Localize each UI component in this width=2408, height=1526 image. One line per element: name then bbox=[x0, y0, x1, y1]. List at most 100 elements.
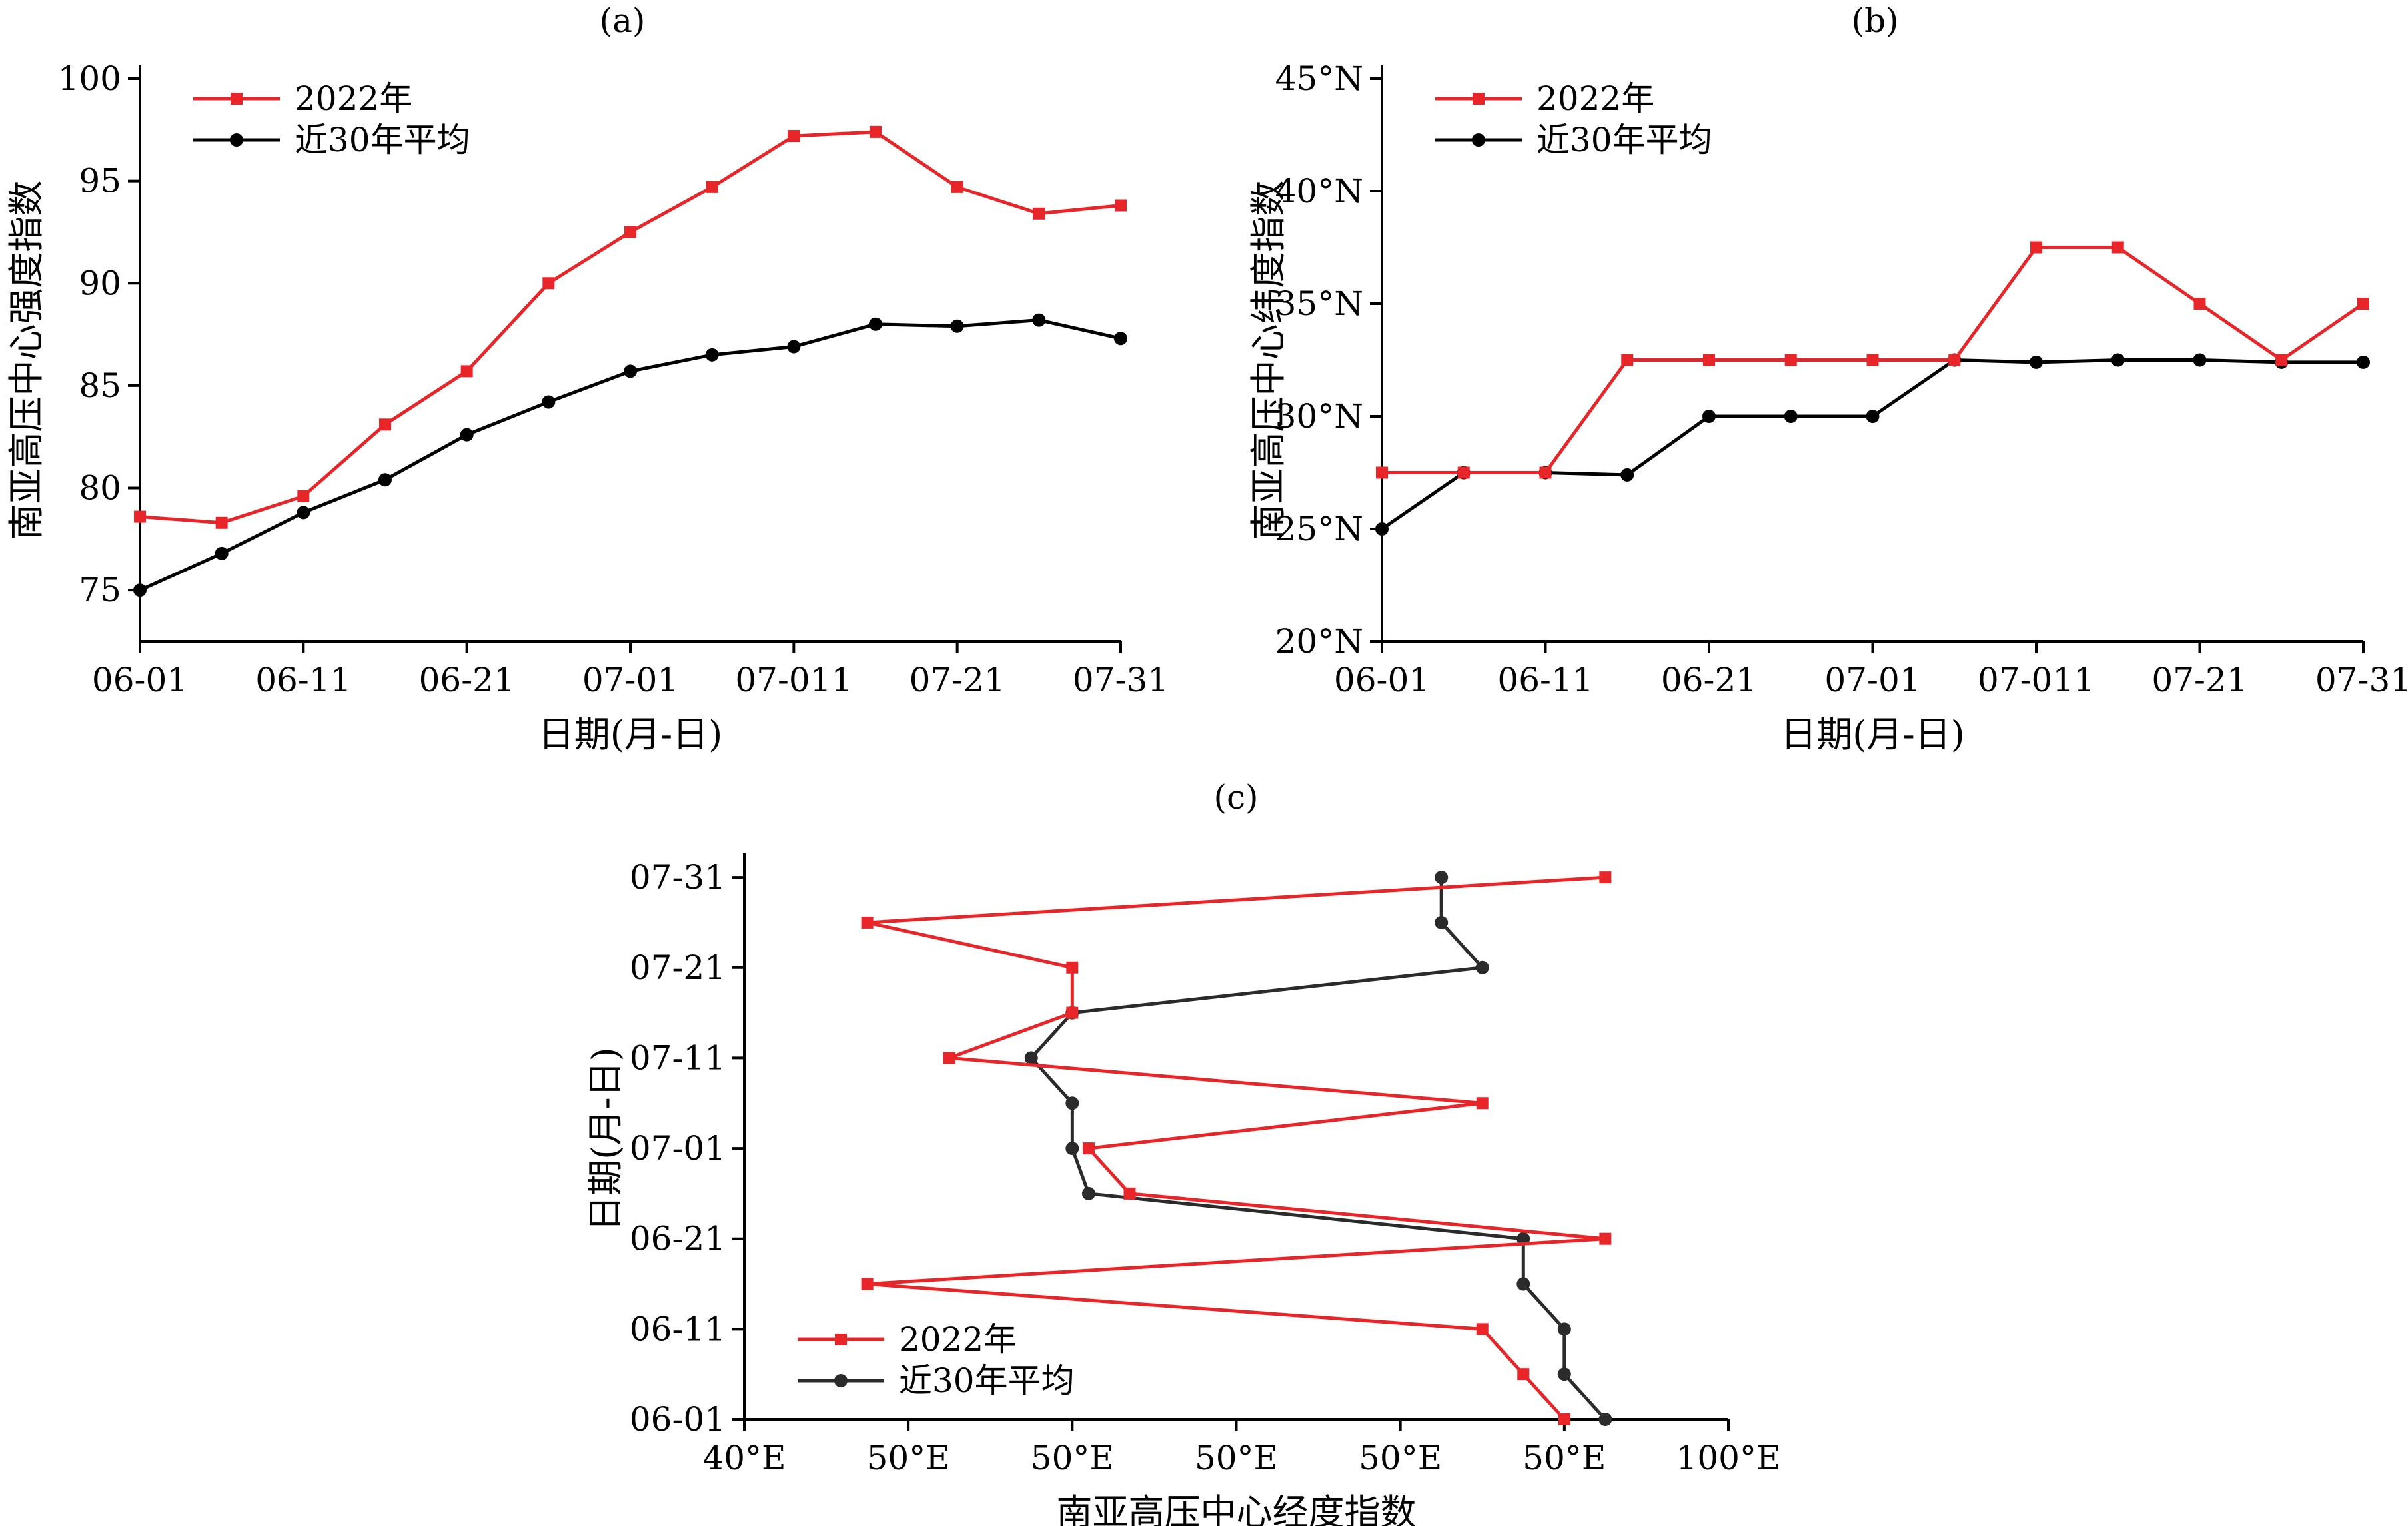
data-point bbox=[1517, 1368, 1530, 1381]
panel-label: (a) bbox=[600, 1, 646, 40]
data-point bbox=[1033, 207, 1045, 220]
y-tick-label: 90 bbox=[79, 264, 121, 302]
legend-marker-1 bbox=[1472, 133, 1485, 147]
data-point bbox=[1784, 410, 1798, 423]
x-tick-label: 50°E bbox=[1359, 1439, 1442, 1477]
x-axis-title: 日期(月-日) bbox=[538, 713, 722, 755]
data-point bbox=[1599, 1232, 1612, 1245]
data-point bbox=[2193, 298, 2206, 310]
data-point bbox=[2357, 298, 2369, 310]
data-point bbox=[1066, 961, 1079, 974]
data-point bbox=[1476, 1097, 1489, 1110]
data-point bbox=[1475, 960, 1489, 974]
y-tick-label: 25°N bbox=[1275, 510, 1363, 548]
y-tick-label: 06-21 bbox=[630, 1220, 726, 1258]
data-point bbox=[1516, 1277, 1530, 1291]
x-tick-label: 06-11 bbox=[255, 661, 351, 699]
series-line-1 bbox=[139, 318, 1121, 592]
series-line-0 bbox=[139, 130, 1121, 525]
data-point bbox=[950, 319, 964, 333]
x-tick-label: 50°E bbox=[1522, 1439, 1606, 1477]
data-point bbox=[1435, 915, 1449, 929]
y-tick-label: 20°N bbox=[1275, 622, 1363, 661]
y-axis-title: 日期(月-日) bbox=[584, 1047, 626, 1231]
data-point bbox=[297, 490, 310, 502]
panel-label: (c) bbox=[1213, 778, 1258, 817]
x-tick-label: 100°E bbox=[1676, 1439, 1781, 1477]
data-point bbox=[951, 181, 963, 193]
x-tick-label: 50°E bbox=[1195, 1439, 1278, 1477]
data-point bbox=[1621, 354, 1634, 366]
data-point bbox=[1866, 354, 1879, 366]
y-tick-label: 75 bbox=[79, 571, 121, 609]
data-point bbox=[378, 473, 392, 487]
panel-c-longitude-chart: (c) 40°E 50°E 50°E 50°E 50°E 50°E 100°E 06-01 06-… bbox=[584, 778, 1780, 1526]
series-line-1 bbox=[1029, 877, 1607, 1421]
data-point bbox=[134, 510, 146, 523]
data-point bbox=[1557, 1367, 1571, 1381]
legend-marker-1 bbox=[834, 1374, 848, 1387]
x-tick-label: 07-01 bbox=[1824, 661, 1920, 699]
x-tick-label: 07-31 bbox=[2315, 661, 2408, 699]
y-tick-label: 100 bbox=[58, 59, 121, 98]
data-point bbox=[1032, 313, 1046, 327]
legend-label-1: 近30年平均 bbox=[1536, 121, 1712, 159]
data-point bbox=[788, 130, 800, 143]
data-point bbox=[624, 364, 637, 378]
data-point bbox=[1784, 354, 1797, 366]
y-tick-label: 80 bbox=[79, 469, 121, 508]
data-point bbox=[1082, 1142, 1095, 1155]
x-tick-label: 07-011 bbox=[1978, 661, 2095, 699]
data-point bbox=[705, 348, 719, 362]
y-tick-label: 85 bbox=[79, 366, 121, 405]
x-tick-label: 06-21 bbox=[419, 661, 515, 699]
y-axis-title: 南亚高压中心强度指数 bbox=[5, 181, 47, 540]
y-axis-title: 南亚高压中心纬度指数 bbox=[1247, 181, 1289, 540]
x-tick-label: 07-01 bbox=[582, 661, 678, 699]
x-tick-label: 06-21 bbox=[1661, 661, 1757, 699]
legend-marker-1 bbox=[230, 133, 243, 147]
data-point bbox=[1376, 466, 1388, 479]
x-tick-label: 07-21 bbox=[909, 661, 1005, 699]
data-point bbox=[1476, 1323, 1489, 1335]
data-point bbox=[624, 226, 636, 238]
x-tick-label: 07-21 bbox=[2151, 661, 2247, 699]
data-point bbox=[379, 418, 391, 431]
data-point bbox=[1435, 871, 1449, 885]
data-point bbox=[2030, 241, 2042, 254]
data-point bbox=[1375, 522, 1389, 536]
data-point bbox=[215, 516, 228, 529]
data-point bbox=[460, 428, 474, 442]
x-tick-label: 06-01 bbox=[92, 661, 188, 699]
y-tick-label: 95 bbox=[79, 162, 121, 200]
y-tick-label: 30°N bbox=[1275, 397, 1363, 436]
panel-label: (b) bbox=[1851, 1, 1898, 40]
x-axis-title: 南亚高压中心经度指数 bbox=[1057, 1491, 1417, 1526]
data-point bbox=[2193, 353, 2207, 367]
data-point bbox=[542, 395, 556, 409]
x-tick-label: 50°E bbox=[867, 1439, 950, 1477]
data-point bbox=[1065, 1142, 1079, 1156]
y-tick-label: 07-31 bbox=[630, 858, 726, 897]
data-point bbox=[1123, 1187, 1136, 1200]
x-tick-label: 07-011 bbox=[735, 661, 852, 699]
data-point bbox=[1066, 1006, 1079, 1019]
panel-a-intensity-chart: (a) 06-01 06-11 06-21 07-01 07-011 07-21 07-31 7… bbox=[5, 1, 1169, 755]
data-point bbox=[1539, 466, 1552, 479]
data-point bbox=[1081, 1186, 1095, 1200]
data-point bbox=[542, 277, 555, 290]
data-point bbox=[1457, 466, 1470, 479]
data-point bbox=[460, 365, 473, 378]
y-tick-label: 07-11 bbox=[630, 1038, 726, 1077]
data-point bbox=[1620, 468, 1634, 482]
y-tick-label: 40°N bbox=[1275, 172, 1363, 210]
data-point bbox=[1558, 1413, 1570, 1425]
data-point bbox=[787, 340, 801, 354]
legend-label-1: 近30年平均 bbox=[899, 1361, 1075, 1400]
data-point bbox=[1703, 354, 1715, 366]
data-point bbox=[2030, 355, 2043, 369]
data-point bbox=[2357, 355, 2370, 369]
data-point bbox=[1599, 871, 1612, 884]
legend-marker-0 bbox=[1473, 93, 1485, 105]
legend-marker-0 bbox=[231, 93, 243, 105]
